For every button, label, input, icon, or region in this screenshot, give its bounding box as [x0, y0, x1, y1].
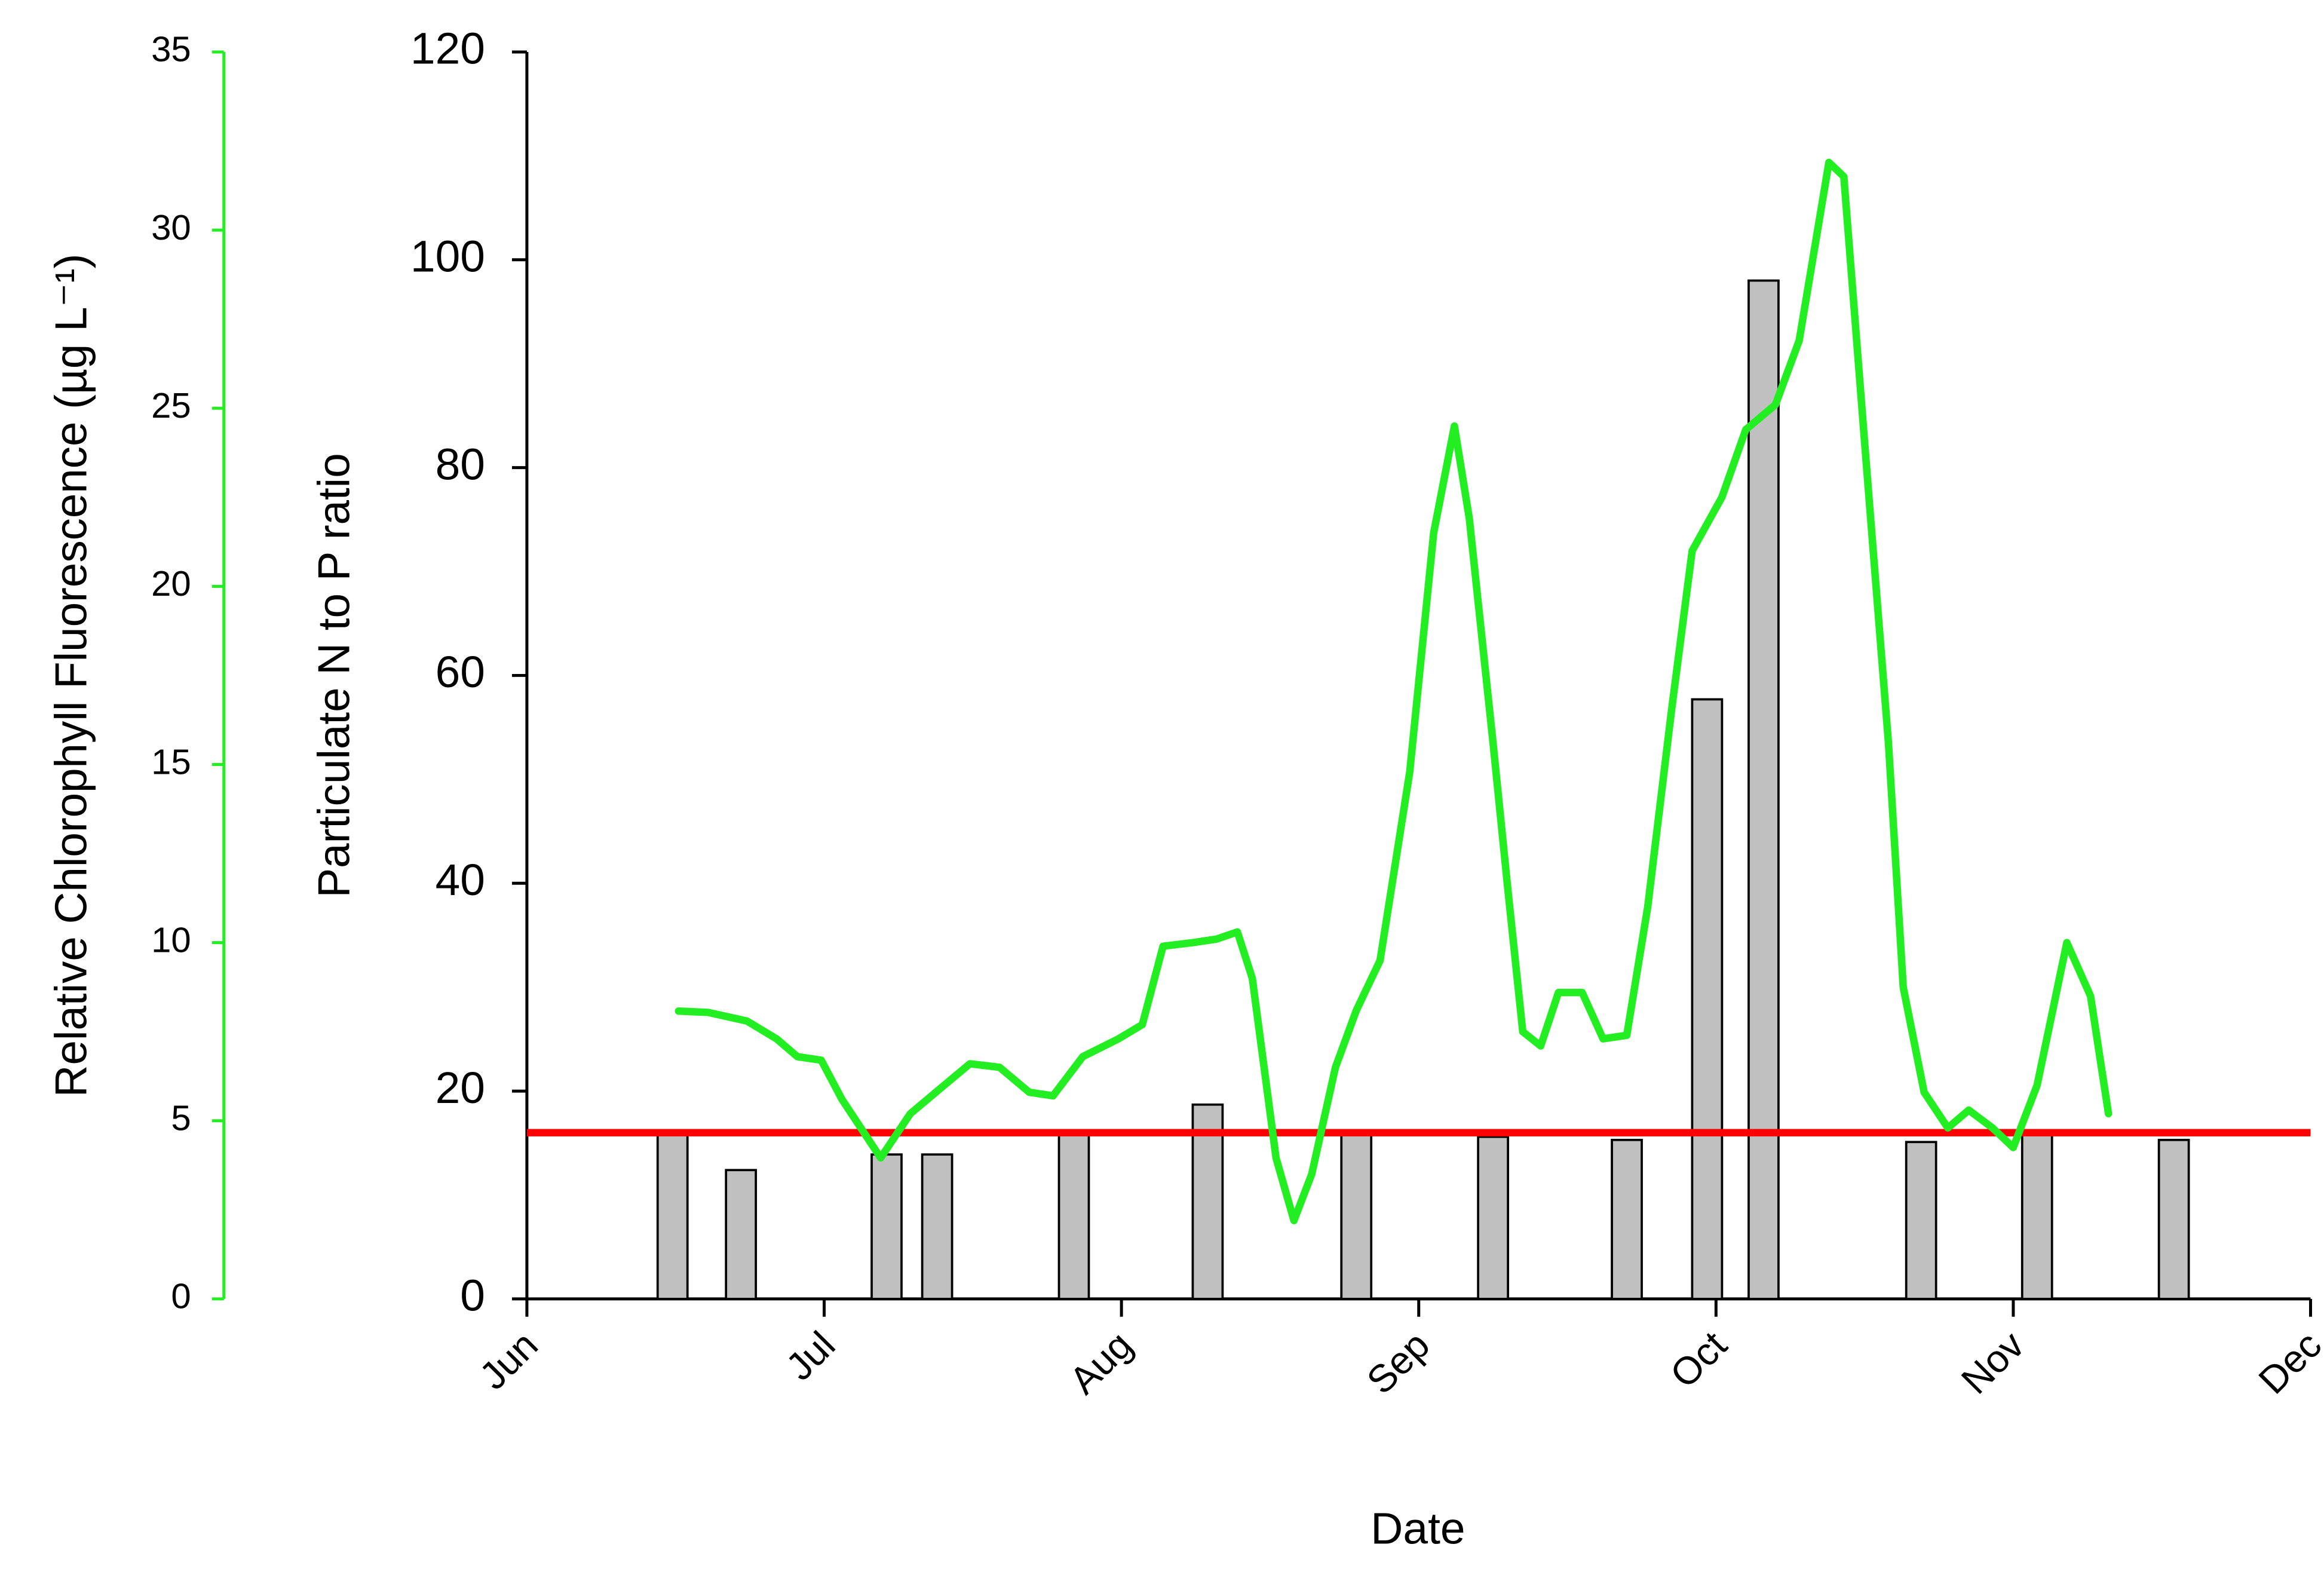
y2-tick-label: 0 — [171, 1276, 191, 1316]
y2-tick-label: 20 — [151, 563, 191, 603]
line — [674, 158, 2113, 1224]
x-tick-label: Dec — [2250, 1323, 2324, 1402]
bar — [1747, 279, 1780, 1300]
bar — [1611, 1138, 1643, 1300]
y-tick-label: 40 — [436, 854, 485, 905]
y2-tick-label: 10 — [151, 920, 191, 960]
y2-tick-label: 25 — [151, 385, 191, 425]
bar — [725, 1169, 758, 1300]
x-tick-label: Jun — [471, 1323, 546, 1398]
bar — [656, 1130, 689, 1300]
x-tick-label: Nov — [1953, 1323, 2033, 1402]
bar — [2021, 1130, 2053, 1300]
y2-tick-label: 30 — [151, 207, 191, 247]
y-tick-label: 100 — [410, 231, 485, 281]
bar — [1340, 1130, 1373, 1300]
y-tick-label: 80 — [436, 439, 485, 489]
y-tick-label: 120 — [410, 23, 485, 73]
y2-axis-title: Relative Chlorophyll Fluorescence (µg L⁻… — [46, 253, 96, 1097]
bar — [1691, 698, 1724, 1300]
bar — [921, 1153, 953, 1300]
y2-tick-label: 15 — [151, 741, 191, 782]
bar — [1477, 1135, 1509, 1300]
y-tick-label: 60 — [436, 646, 485, 697]
bar — [1905, 1141, 1937, 1300]
bar — [870, 1153, 903, 1300]
bar — [1191, 1103, 1224, 1300]
x-tick-label: Aug — [1061, 1323, 1140, 1402]
y-tick-label: 0 — [460, 1270, 485, 1320]
x-axis-title: Date — [1371, 1503, 1465, 1554]
x-tick-label: Jul — [777, 1323, 843, 1389]
bar — [1057, 1130, 1090, 1300]
y2-tick-label: 5 — [171, 1098, 191, 1138]
x-tick-label: Sep — [1358, 1323, 1437, 1402]
x-tick-label: Oct — [1661, 1323, 1735, 1396]
y-axis-title: Particulate N to P ratio — [308, 453, 358, 897]
y2-tick-label: 35 — [151, 29, 191, 69]
bar — [2157, 1138, 2190, 1300]
y-tick-label: 20 — [436, 1062, 485, 1113]
